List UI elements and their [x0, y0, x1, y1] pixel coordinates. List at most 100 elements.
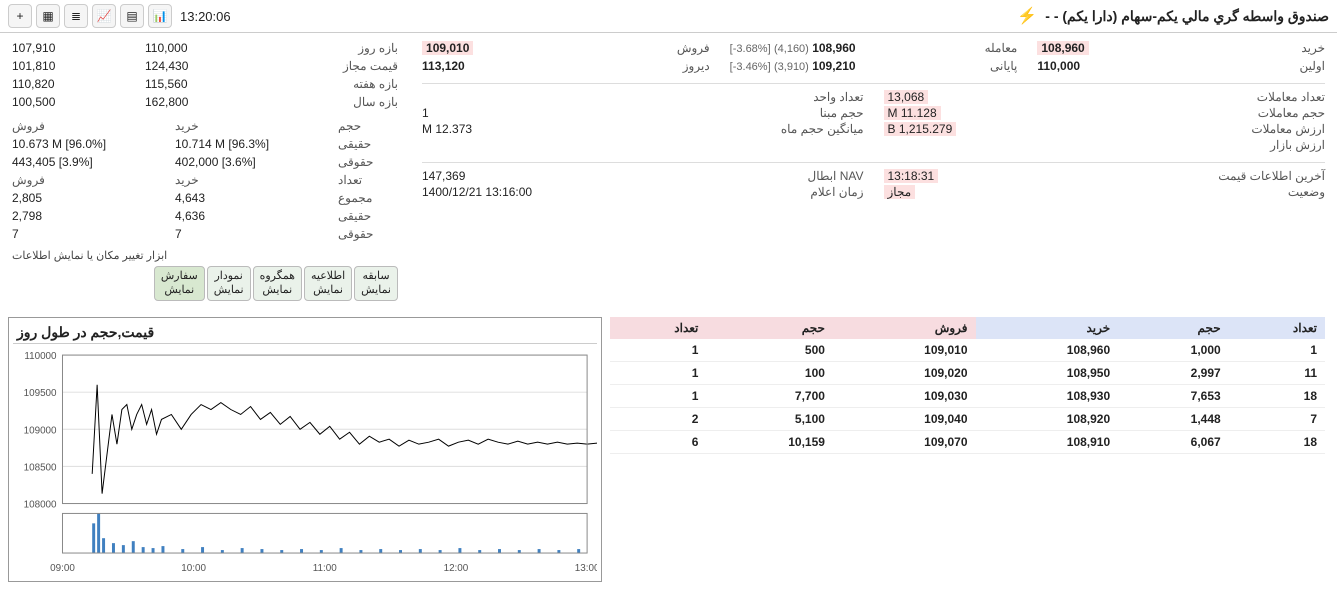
header-time: 13:20:06: [180, 9, 231, 24]
chart-panel: قیمت,حجم در طول روز 11000010950010900010…: [8, 317, 602, 582]
day-range-label: بازه روز: [278, 41, 398, 55]
trade-pct: [-3.68%]: [730, 43, 771, 55]
first-label: اولین: [1299, 59, 1325, 73]
total-buy: 4,643: [175, 191, 326, 205]
sell-hdr: فروش: [12, 119, 163, 133]
legal-label: حقوقی: [338, 155, 398, 169]
svg-text:110000: 110000: [24, 351, 57, 362]
traders-grid: حجمخریدفروش حقیقی10.714 M [96.3%]10.673 …: [12, 119, 398, 241]
year-range-label: بازه سال: [278, 95, 398, 109]
legal-buy: 402,000 [3.6%]: [175, 155, 326, 169]
ob-sell-hdr: فروش: [833, 317, 976, 339]
svg-text:108500: 108500: [24, 462, 57, 473]
week-range-label: بازه هفته: [278, 77, 398, 91]
last-info-label: آخرین اطلاعات قیمت: [1218, 169, 1325, 183]
nav-cancel: 147,369: [422, 169, 465, 183]
market-value-label: ارزش بازار: [1270, 138, 1325, 152]
buy-label: خرید: [1301, 41, 1325, 55]
value-value: 1,215.279 B: [884, 122, 957, 136]
trade-value: 108,960: [812, 41, 855, 55]
ob-count-hdr2: تعداد: [610, 317, 706, 339]
trade-change: (4,160): [774, 43, 809, 55]
display-tab-0[interactable]: سفارشنمایش: [154, 266, 205, 301]
svg-text:09:00: 09:00: [50, 562, 75, 573]
chart-icon[interactable]: 📈: [92, 4, 116, 28]
trade-label: معامله: [985, 41, 1018, 55]
report-icon[interactable]: ▤: [120, 4, 144, 28]
volume-value: 11.128 M: [884, 106, 941, 120]
svg-text:109500: 109500: [24, 388, 57, 399]
allowed-low: 101,810: [12, 59, 125, 73]
close-label: پایانی: [990, 59, 1017, 73]
base-vol: 1: [422, 106, 429, 120]
value-label: ارزش معاملات: [1251, 122, 1325, 136]
units-label: تعداد واحد: [813, 90, 863, 104]
year-low: 100,500: [12, 95, 125, 109]
sell-label: فروش: [677, 41, 710, 55]
stats-icon[interactable]: 📊: [148, 4, 172, 28]
svg-text:12:00: 12:00: [444, 562, 469, 573]
real-count-sell: 2,798: [12, 209, 163, 223]
svg-text:11:00: 11:00: [313, 562, 337, 573]
legal-sell: 443,405 [3.9%]: [12, 155, 163, 169]
list-icon[interactable]: ≣: [64, 4, 88, 28]
day-low: 107,910: [12, 41, 125, 55]
first-value: 110,000: [1037, 59, 1080, 73]
orderbook-row[interactable]: 112,997108,950109,0201001: [610, 361, 1325, 384]
doc-icon[interactable]: ▦: [36, 4, 60, 28]
week-high: 115,560: [145, 77, 258, 91]
buy-value: 108,960: [1037, 41, 1088, 55]
total-label: مجموع: [338, 191, 398, 205]
count-hdr: تعداد: [338, 173, 398, 187]
real-count-buy: 4,636: [175, 209, 326, 223]
page-title: صندوق واسطه گري مالي يکم-سهام (دارا یکم)…: [1045, 8, 1329, 25]
display-tabs: سفارشنمایشنمودارنمایشهمگروهنمایشاطلاعیهن…: [12, 266, 398, 301]
buy-hdr: خرید: [175, 119, 326, 133]
ob-count-hdr: تعداد: [1229, 317, 1325, 339]
year-high: 162,800: [145, 95, 258, 109]
svg-text:108000: 108000: [24, 499, 57, 510]
svg-text:109000: 109000: [24, 425, 57, 436]
allowed-high: 124,430: [145, 59, 258, 73]
orderbook-row[interactable]: 71,448108,920109,0405,1002: [610, 407, 1325, 430]
close-change: (3,910): [774, 61, 809, 73]
orderbook-row[interactable]: 186,067108,910109,07010,1596: [610, 430, 1325, 453]
last-info: 13:18:31: [884, 169, 939, 183]
orderbook-row[interactable]: 11,000108,960109,0105001: [610, 339, 1325, 362]
legal-count-sell: 7: [12, 227, 163, 241]
avg-month-label: میانگین حجم ماه: [781, 122, 864, 136]
real-buy: 10.714 M [96.3%]: [175, 137, 326, 151]
announce-time: 1400/12/21 13:16:00: [422, 185, 532, 199]
display-tab-4[interactable]: سابقهنمایش: [354, 266, 398, 301]
main-info-grid: خرید 108,960 معامله [-3.68%] (4,160) 108,9…: [422, 41, 1325, 73]
bolt-icon: ⚡: [1017, 6, 1037, 26]
ob-vol-hdr2: حجم: [706, 317, 833, 339]
svg-text:10:00: 10:00: [181, 562, 206, 573]
ob-vol-hdr: حجم: [1118, 317, 1229, 339]
real-label: حقیقی: [338, 137, 398, 151]
yesterday-label: دیروز: [683, 59, 710, 73]
trades-count: 13,068: [884, 90, 929, 104]
announce-time-label: زمان اعلام: [810, 185, 863, 199]
ranges: بازه روز110,000107,910 قیمت مجاز124,4301…: [12, 41, 398, 109]
add-icon[interactable]: +: [8, 4, 32, 28]
display-tab-2[interactable]: همگروهنمایش: [253, 266, 302, 301]
tools-label: ابزار تغییر مکان یا نمایش اطلاعات: [12, 249, 398, 262]
svg-text:13:00: 13:00: [575, 562, 597, 573]
avg-month: 12.373 M: [422, 122, 472, 136]
display-tab-1[interactable]: نمودارنمایش: [207, 266, 251, 301]
status-label: وضعیت: [1288, 185, 1325, 199]
total-sell: 2,805: [12, 191, 163, 205]
sell-value: 109,010: [422, 41, 473, 55]
volume-label: حجم معاملات: [1258, 106, 1325, 120]
orderbook-row[interactable]: 187,653108,930109,0307,7001: [610, 384, 1325, 407]
nav-cancel-label: NAV ابطال: [807, 169, 863, 183]
legal-count-buy: 7: [175, 227, 326, 241]
close-value: 109,210: [812, 59, 855, 73]
status-value: مجاز: [884, 185, 916, 199]
orderbook-table: تعداد حجم خرید فروش حجم تعداد 11,000108,…: [610, 317, 1325, 454]
yesterday-value: 113,120: [422, 59, 465, 73]
real-sell: 10.673 M [96.0%]: [12, 137, 163, 151]
display-tab-3[interactable]: اطلاعیهنمایش: [304, 266, 352, 301]
base-vol-label: حجم مبنا: [820, 106, 864, 120]
